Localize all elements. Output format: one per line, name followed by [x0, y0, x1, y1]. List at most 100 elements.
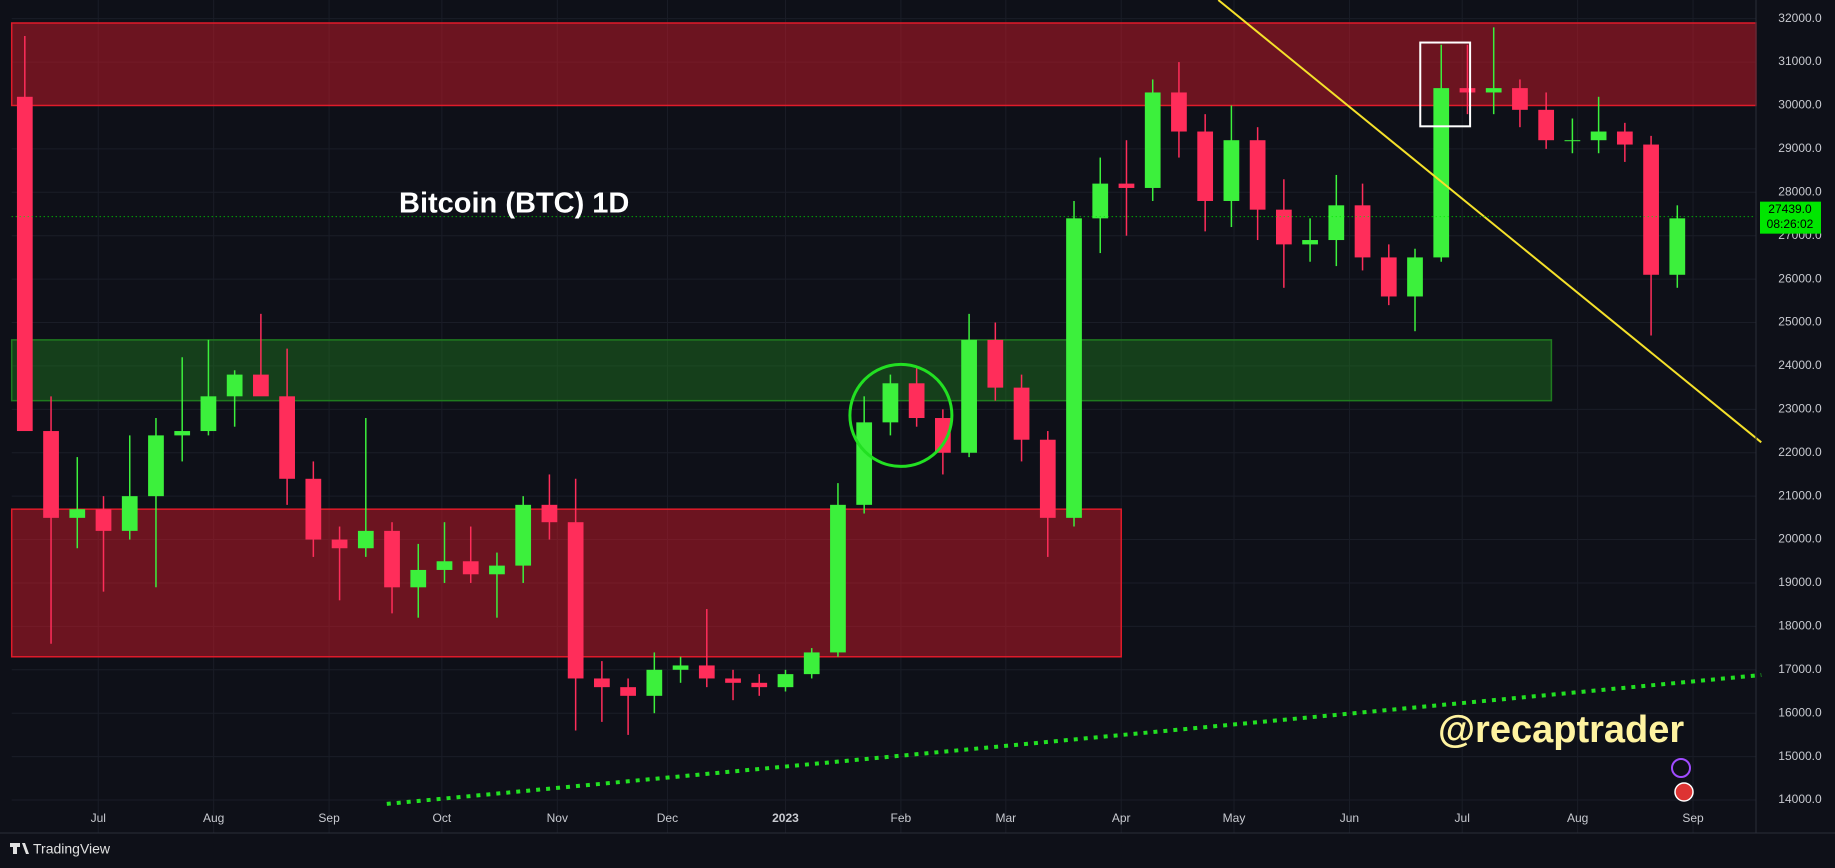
highlight-circle — [848, 362, 954, 468]
zone — [10, 339, 1553, 402]
candle-body — [987, 339, 1004, 388]
candle-body — [1669, 218, 1686, 275]
icon[interactable] — [1671, 758, 1691, 778]
candle-body — [882, 383, 899, 423]
y-tick-label: 17000.0 — [1778, 662, 1822, 676]
candle-body — [803, 652, 820, 675]
y-tick-label: 25000.0 — [1778, 315, 1822, 329]
candle-body — [279, 396, 295, 479]
candle-body — [121, 496, 138, 531]
candle-body — [934, 418, 951, 453]
candle-body — [1013, 387, 1030, 440]
candle-body — [16, 96, 33, 432]
candle-body — [961, 339, 977, 453]
icon[interactable] — [1674, 782, 1694, 802]
brand[interactable]: TradingView — [33, 841, 111, 857]
candle-body — [725, 678, 741, 683]
candle-body — [1354, 205, 1371, 258]
candle-body — [751, 682, 768, 688]
candle-body — [1118, 183, 1135, 188]
chart-title: Bitcoin (BTC) 1D — [399, 188, 629, 220]
x-tick-label: Feb — [891, 811, 912, 825]
candle-body — [1380, 257, 1397, 297]
candle-body — [777, 674, 794, 688]
y-tick-label: 30000.0 — [1778, 98, 1822, 112]
y-tick-label: 21000.0 — [1778, 488, 1822, 502]
y-tick-label: 15000.0 — [1778, 749, 1822, 763]
candle-body — [1433, 88, 1450, 258]
candle-body — [1275, 209, 1292, 245]
candle-body — [174, 431, 191, 436]
price-label: 27439.0 — [1768, 202, 1812, 216]
x-tick-label: Sep — [1682, 811, 1704, 825]
y-tick-label: 26000.0 — [1778, 271, 1822, 285]
candle-body — [1039, 439, 1056, 518]
y-tick-label: 29000.0 — [1778, 141, 1822, 155]
candle-body — [1092, 183, 1109, 219]
highlight-box — [1419, 41, 1472, 128]
countdown: 08:26:02 — [1767, 217, 1814, 231]
candle-body — [1564, 140, 1581, 142]
candle-body — [1485, 88, 1502, 93]
candle-body — [1459, 88, 1476, 93]
candle-body — [594, 678, 610, 688]
candle-body — [253, 374, 269, 397]
candle-body — [541, 504, 558, 523]
logo — [10, 843, 29, 854]
y-tick-label: 18000.0 — [1778, 619, 1822, 633]
candle-body — [1171, 92, 1187, 132]
candle-body — [357, 530, 374, 549]
candle-body — [1223, 140, 1240, 201]
candle-body — [305, 478, 322, 540]
candle-body — [95, 509, 112, 531]
candle-body — [1302, 240, 1318, 245]
candle-body — [620, 687, 636, 696]
y-tick-label: 14000.0 — [1778, 792, 1822, 806]
trend-line — [1217, 0, 1762, 444]
trend-line — [386, 673, 1762, 806]
candle-body — [1538, 109, 1555, 141]
candle-body — [1512, 88, 1528, 110]
y-tick-label: 24000.0 — [1778, 358, 1822, 372]
y-tick-label: 23000.0 — [1778, 402, 1822, 416]
plot — [10, 0, 1762, 833]
candle-body — [515, 504, 532, 566]
candle-body — [1066, 218, 1082, 518]
y-tick-label: 20000.0 — [1778, 532, 1822, 546]
candle-body — [69, 509, 86, 518]
candle-body — [1249, 140, 1266, 210]
candle-body — [1197, 131, 1214, 201]
x-tick-label: Aug — [1567, 811, 1588, 825]
x-tick-label: Oct — [433, 811, 452, 825]
candle-body — [1590, 131, 1607, 141]
candle-body — [1407, 257, 1423, 297]
watermark: @recaptrader — [1438, 709, 1684, 751]
candle-body — [908, 383, 925, 419]
y-tick-label: 32000.0 — [1778, 11, 1822, 25]
candle-body — [1643, 144, 1659, 275]
candle-body — [410, 569, 427, 588]
price-tag — [1760, 201, 1821, 234]
candle-body — [1616, 131, 1633, 145]
candle-body — [436, 561, 453, 570]
candle-body — [331, 539, 348, 549]
x-tick-label: Jul — [91, 811, 106, 825]
x-tick-label: Jul — [1455, 811, 1470, 825]
candle-body — [567, 522, 584, 679]
candle-body — [148, 435, 164, 497]
zone — [10, 508, 1122, 658]
candle-body — [698, 665, 715, 679]
candle-body — [200, 396, 217, 432]
candle-body — [672, 665, 689, 670]
y-tick-label: 19000.0 — [1778, 575, 1822, 589]
candle-body — [226, 374, 243, 397]
candle-body — [462, 561, 479, 575]
x-tick-label: Aug — [203, 811, 224, 825]
x-tick-label: Mar — [995, 811, 1016, 825]
x-tick-label: Dec — [657, 811, 678, 825]
candle-body — [489, 565, 505, 575]
candle-body — [384, 530, 400, 588]
candle-body — [830, 504, 846, 653]
y-tick-label: 22000.0 — [1778, 445, 1822, 459]
